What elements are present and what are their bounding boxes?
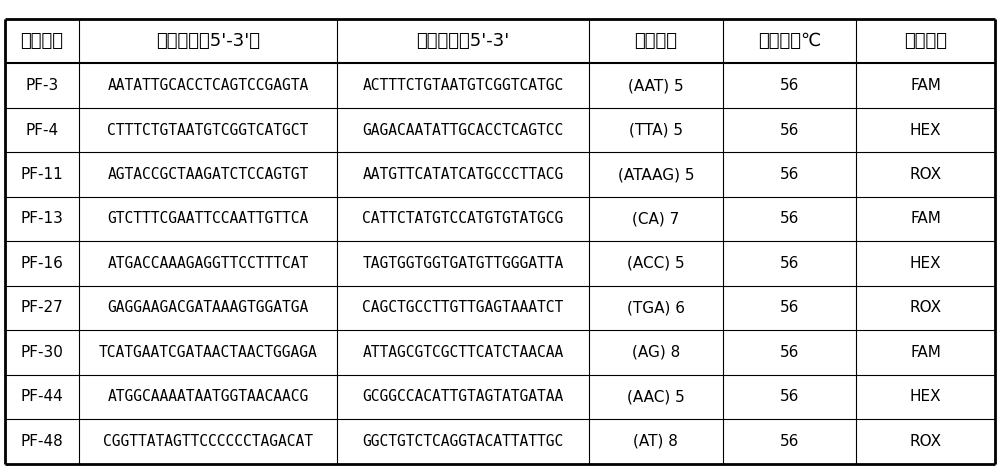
Text: ACTTTCTGTAATGTCGGTCATGC: ACTTTCTGTAATGTCGGTCATGC [362, 78, 564, 93]
Text: TCATGAATCGATAACTAACTGGAGA: TCATGAATCGATAACTAACTGGAGA [99, 345, 317, 360]
Text: AATGTTCATATCATGCCCTTACG: AATGTTCATATCATGCCCTTACG [362, 167, 564, 182]
Text: ATGACCAAAGAGGTTCCTTTCAT: ATGACCAAAGAGGTTCCTTTCAT [107, 256, 309, 271]
Text: PF-13: PF-13 [21, 211, 64, 227]
Text: ATTAGCGTCGCTTCATCTAACAA: ATTAGCGTCGCTTCATCTAACAA [362, 345, 564, 360]
Text: PF-3: PF-3 [25, 78, 59, 93]
Text: HEX: HEX [910, 389, 942, 404]
Text: AATATTGCACCTCAGTCCGAGTA: AATATTGCACCTCAGTCCGAGTA [107, 78, 309, 93]
Text: PF-4: PF-4 [26, 123, 59, 138]
Text: PF-44: PF-44 [21, 389, 64, 404]
Text: ROX: ROX [910, 167, 942, 182]
Text: CATTCTATGTCCATGTGTATGCG: CATTCTATGTCCATGTGTATGCG [362, 211, 564, 227]
Text: (AAT) 5: (AAT) 5 [628, 78, 684, 93]
Text: 56: 56 [780, 345, 799, 360]
Text: AGTACCGCTAAGATCTCCAGTGT: AGTACCGCTAAGATCTCCAGTGT [107, 167, 309, 182]
Text: 反向序列（5'-3': 反向序列（5'-3' [416, 32, 510, 50]
Text: (AG) 8: (AG) 8 [632, 345, 680, 360]
Text: TAGTGGTGGTGATGTTGGGATTA: TAGTGGTGGTGATGTTGGGATTA [362, 256, 564, 271]
Text: 正向序列（5'-3'）: 正向序列（5'-3'） [156, 32, 260, 50]
Text: 56: 56 [780, 389, 799, 404]
Text: HEX: HEX [910, 256, 942, 271]
Text: (AT) 8: (AT) 8 [633, 434, 678, 449]
Text: 56: 56 [780, 78, 799, 93]
Text: FAM: FAM [910, 345, 941, 360]
Text: 修饰荧光: 修饰荧光 [904, 32, 947, 50]
Text: PF-27: PF-27 [21, 300, 64, 315]
Text: CGGTTATAGTTCCCCCCTAGACAT: CGGTTATAGTTCCCCCCTAGACAT [103, 434, 313, 449]
Text: GAGGAAGACGATAAAGTGGATGA: GAGGAAGACGATAAAGTGGATGA [107, 300, 309, 315]
Text: ROX: ROX [910, 434, 942, 449]
Text: FAM: FAM [910, 78, 941, 93]
Text: 退火温度℃: 退火温度℃ [758, 32, 821, 50]
Text: PF-11: PF-11 [21, 167, 64, 182]
Text: (ACC) 5: (ACC) 5 [627, 256, 685, 271]
Text: FAM: FAM [910, 211, 941, 227]
Text: CAGCTGCCTTGTTGAGTAAATCT: CAGCTGCCTTGTTGAGTAAATCT [362, 300, 564, 315]
Text: 56: 56 [780, 256, 799, 271]
Text: (TGA) 6: (TGA) 6 [627, 300, 685, 315]
Text: (TTA) 5: (TTA) 5 [629, 123, 683, 138]
Text: 56: 56 [780, 123, 799, 138]
Text: 56: 56 [780, 167, 799, 182]
Text: CTTTCTGTAATGTCGGTCATGCT: CTTTCTGTAATGTCGGTCATGCT [107, 123, 309, 138]
Text: GTCTTTCGAATTCCAATTGTTCA: GTCTTTCGAATTCCAATTGTTCA [107, 211, 309, 227]
Text: HEX: HEX [910, 123, 942, 138]
Text: ATGGCAAAATAATGGTAACAACG: ATGGCAAAATAATGGTAACAACG [107, 389, 309, 404]
Text: GCGGCCACATTGTAGTATGATAA: GCGGCCACATTGTAGTATGATAA [362, 389, 564, 404]
Text: PF-48: PF-48 [21, 434, 64, 449]
Text: PF-30: PF-30 [21, 345, 64, 360]
Text: 56: 56 [780, 211, 799, 227]
Text: PF-16: PF-16 [21, 256, 64, 271]
Text: GGCTGTCTCAGGTACATTATTGC: GGCTGTCTCAGGTACATTATTGC [362, 434, 564, 449]
Text: 重复硨基: 重复硨基 [634, 32, 677, 50]
Text: 56: 56 [780, 300, 799, 315]
Text: 引物编号: 引物编号 [21, 32, 64, 50]
Text: GAGACAATATTGCACCTCAGTCC: GAGACAATATTGCACCTCAGTCC [362, 123, 564, 138]
Text: 56: 56 [780, 434, 799, 449]
Text: (AAC) 5: (AAC) 5 [627, 389, 685, 404]
Text: ROX: ROX [910, 300, 942, 315]
Text: (CA) 7: (CA) 7 [632, 211, 680, 227]
Text: (ATAAG) 5: (ATAAG) 5 [618, 167, 694, 182]
